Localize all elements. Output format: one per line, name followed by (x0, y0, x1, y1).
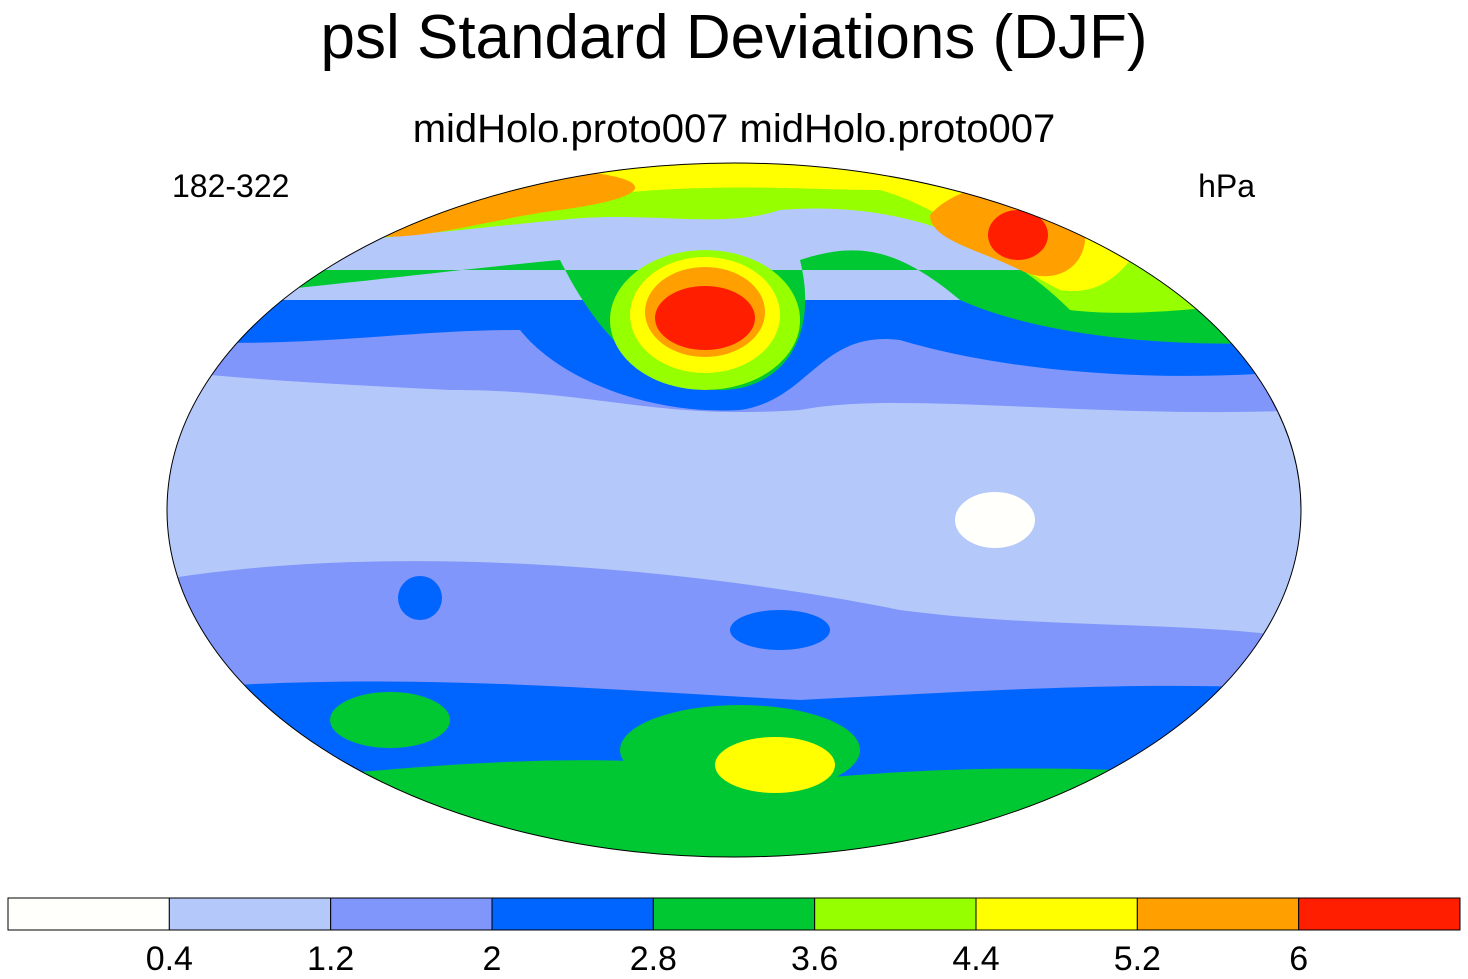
colorbar-box (1136, 897, 1300, 931)
colorbar: 0.4 1.2 2 2.8 3.6 4.4 5.2 6 (7, 897, 1461, 978)
colorbar-box (168, 897, 332, 931)
colorbar-box (1298, 897, 1461, 931)
map-fill (398, 576, 442, 620)
colorbar-label: 6 (1289, 940, 1308, 978)
map-fill (330, 692, 450, 748)
colorbar-box (491, 897, 654, 931)
colorbar-box (652, 897, 816, 931)
map-fill (655, 286, 755, 350)
map-fill (730, 610, 830, 650)
colorbar-label: 2.8 (630, 940, 677, 978)
colorbar-box (330, 897, 493, 931)
colorbar-box (7, 897, 170, 931)
map-fill (955, 492, 1035, 548)
subtitle: midHolo.proto007 midHolo.proto007 (413, 107, 1056, 151)
colorbar-label: 2 (483, 940, 502, 978)
colorbar-label: 3.6 (791, 940, 838, 978)
colorbar-label: 5.2 (1114, 940, 1161, 978)
map-fill (715, 737, 835, 793)
title: psl Standard Deviations (DJF) (321, 3, 1148, 72)
map-fill (988, 210, 1048, 260)
colorbar-label: 1.2 (307, 940, 354, 978)
map-border (166, 162, 1302, 858)
colorbar-label: 4.4 (952, 940, 999, 978)
right-label: hPa (1198, 168, 1255, 204)
colorbar-box (975, 897, 1138, 931)
colorbar-label: 0.4 (146, 940, 193, 978)
left-label: 182-322 (172, 168, 289, 204)
colorbar-box (814, 897, 977, 931)
